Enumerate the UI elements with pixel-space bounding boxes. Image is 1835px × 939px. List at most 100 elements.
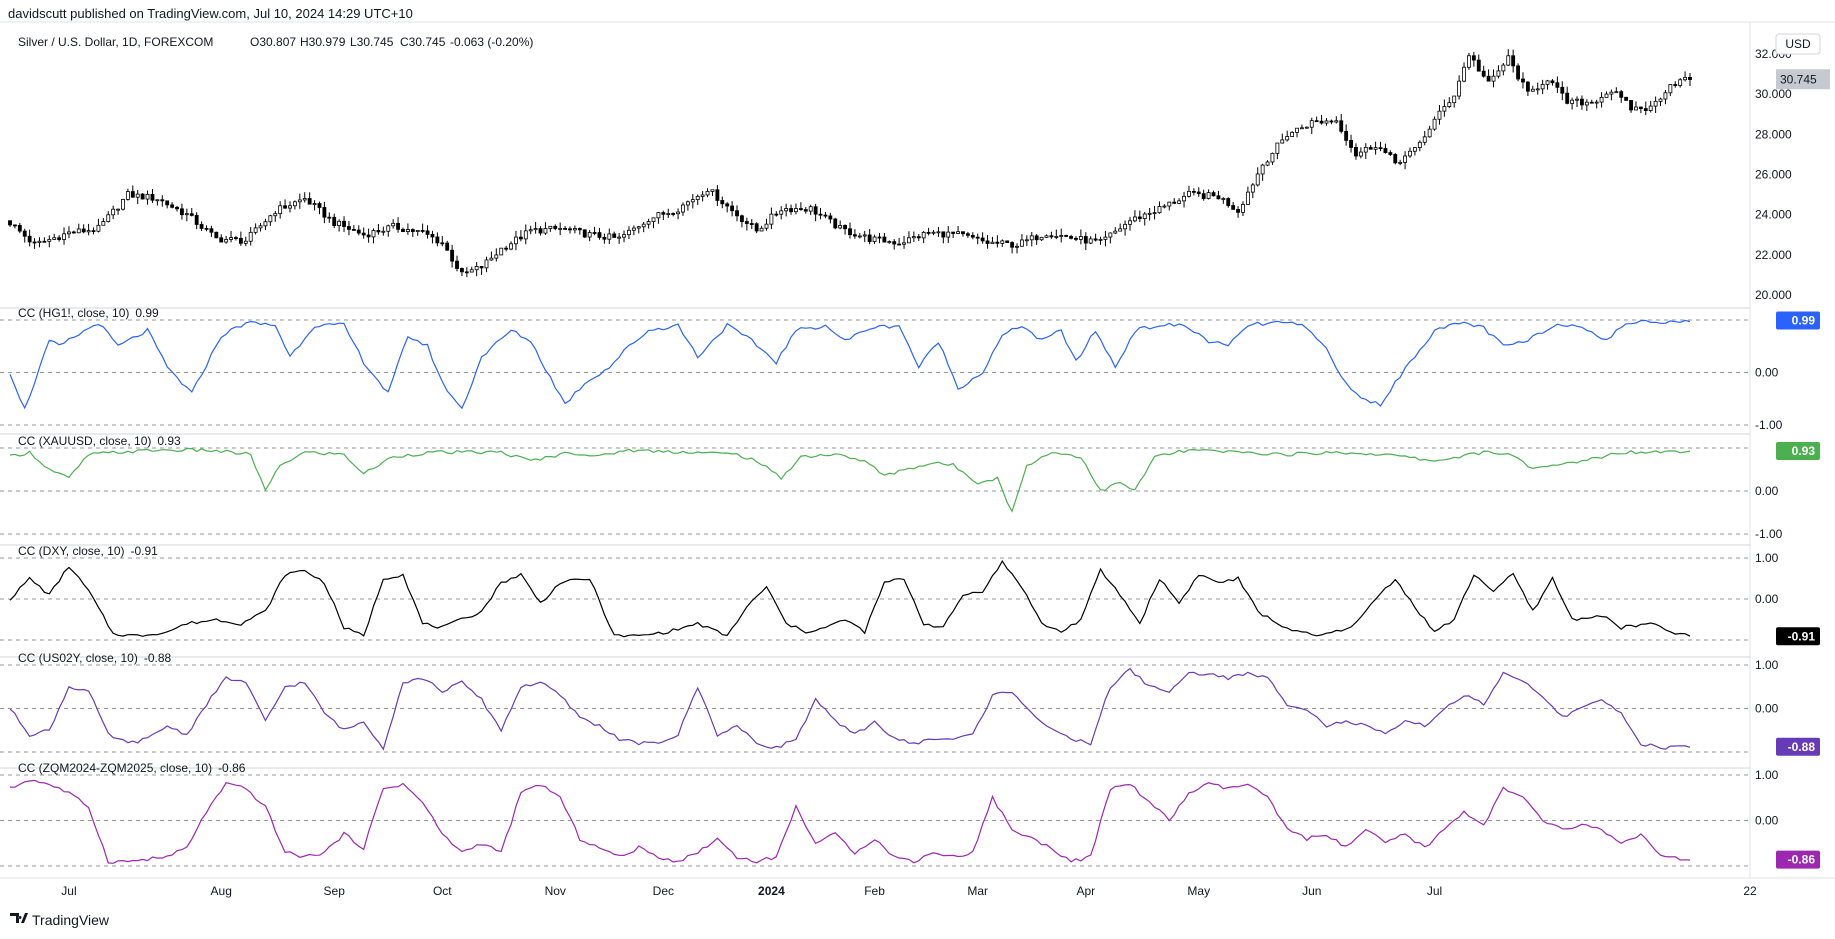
candle <box>857 235 862 238</box>
candle <box>553 225 558 229</box>
tradingview-logo-text: TradingView <box>32 912 110 928</box>
candle <box>798 208 803 210</box>
correlation-line <box>9 319 1691 410</box>
pane-tick-label: 1.00 <box>1755 551 1779 565</box>
candle <box>1015 245 1019 248</box>
candle <box>1383 148 1388 153</box>
main-legend-high: H30.979 <box>300 35 346 49</box>
indicator-legend-value: 0.99 <box>135 306 159 320</box>
candle <box>1476 59 1481 72</box>
candle <box>651 217 656 222</box>
candle <box>1658 98 1663 102</box>
candle <box>1555 82 1560 88</box>
candle <box>150 193 155 201</box>
candle <box>1074 237 1078 240</box>
candle <box>268 215 273 223</box>
candle <box>243 240 248 244</box>
candle <box>1501 64 1506 72</box>
candle <box>867 234 872 242</box>
candle <box>81 228 86 233</box>
indicator-legend-title: CC (HG1!, close, 10) <box>18 306 129 320</box>
candle <box>479 266 484 269</box>
candle <box>1128 220 1132 225</box>
candle <box>592 232 597 234</box>
tradingview-logo: TradingView <box>10 912 110 928</box>
candle <box>1344 130 1349 141</box>
candle <box>430 233 435 238</box>
candle <box>995 241 1000 244</box>
price-tick-label: 26.000 <box>1755 168 1792 182</box>
candle <box>1638 106 1643 109</box>
candle <box>101 221 106 226</box>
candle <box>1064 235 1069 237</box>
price-tick-label: 30.000 <box>1755 87 1792 101</box>
candle <box>278 205 283 215</box>
candle <box>1039 236 1044 241</box>
candle <box>1506 55 1511 66</box>
candle <box>1005 240 1010 243</box>
candle <box>1408 150 1412 157</box>
candle <box>1157 206 1162 214</box>
published-by-text: davidscutt published on TradingView.com,… <box>8 6 413 21</box>
time-tick-label: May <box>1187 884 1210 898</box>
candle <box>671 213 676 215</box>
candle <box>1471 55 1476 61</box>
candle <box>970 234 975 238</box>
grid-layer <box>0 21 1835 879</box>
candle <box>1069 236 1073 239</box>
candle <box>705 191 710 196</box>
candle <box>1162 205 1167 208</box>
candle <box>1132 216 1137 222</box>
candle <box>1521 78 1525 83</box>
candle <box>1319 120 1324 124</box>
time-tick-label: Feb <box>864 884 885 898</box>
candle <box>794 208 798 213</box>
candle <box>332 216 337 227</box>
candle <box>86 230 91 233</box>
candle <box>744 221 749 224</box>
candle <box>951 231 956 234</box>
candle <box>1123 223 1128 230</box>
candle <box>582 229 587 238</box>
candle <box>1029 235 1034 241</box>
indicator-legend-title: CC (DXY, close, 10) <box>18 544 124 558</box>
candle <box>636 226 641 229</box>
candle <box>1629 100 1633 111</box>
candle <box>27 235 32 243</box>
candle <box>518 236 523 240</box>
candle <box>96 224 101 232</box>
candle <box>155 199 160 202</box>
candle <box>327 216 332 219</box>
current-value-badge <box>1776 442 1820 461</box>
candle <box>504 247 509 250</box>
candle <box>568 228 572 231</box>
candle <box>425 230 430 235</box>
candle <box>695 196 700 201</box>
price-tick-label: 24.000 <box>1755 208 1792 222</box>
candle <box>735 210 739 217</box>
candle <box>1467 55 1471 68</box>
candle <box>160 199 165 202</box>
candle <box>1354 147 1358 157</box>
candle <box>769 213 774 225</box>
indicator-legend-title: CC (US02Y, close, 10) <box>18 651 138 665</box>
candle <box>1339 120 1344 132</box>
candle <box>602 236 607 240</box>
candle <box>931 231 936 234</box>
candle <box>337 220 342 227</box>
candle <box>681 204 685 213</box>
candle <box>1668 84 1673 94</box>
candle <box>1196 191 1201 195</box>
candle <box>1609 91 1614 95</box>
candle <box>1584 101 1589 106</box>
candle <box>1403 155 1408 163</box>
candle <box>1545 80 1550 85</box>
candle <box>175 206 179 210</box>
candle <box>1206 192 1211 199</box>
candle <box>838 225 843 229</box>
candle <box>1525 81 1530 92</box>
current-value-label: 0.93 <box>1792 444 1816 458</box>
candle <box>617 236 622 239</box>
current-value-label: -0.88 <box>1788 740 1816 754</box>
